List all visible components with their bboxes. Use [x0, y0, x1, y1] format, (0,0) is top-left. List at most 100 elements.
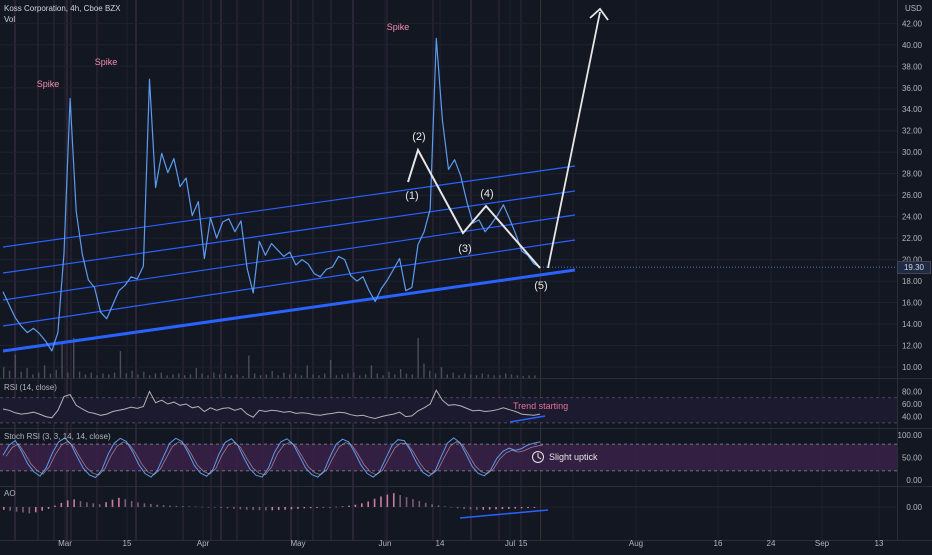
- channel-line: [2, 239, 576, 327]
- volume-bar: [84, 374, 87, 378]
- volume-label: Vol: [4, 15, 16, 24]
- ao-bar: [34, 507, 37, 513]
- ao-bar: [495, 507, 497, 510]
- session-stripe: [386, 0, 388, 540]
- channel-line: [2, 190, 576, 274]
- wave-label-1: (1): [405, 190, 418, 202]
- volume-bar: [61, 343, 63, 378]
- volume-bar: [32, 374, 34, 378]
- ao-bar: [233, 507, 235, 509]
- ao-bar: [501, 507, 504, 510]
- stoch-pane-title[interactable]: Stoch RSI (3, 3, 14, 14, close): [4, 432, 111, 441]
- wave-label-4: (4): [480, 188, 493, 200]
- volume-bar: [469, 374, 472, 378]
- price-axis-tick: 16.00: [902, 299, 923, 308]
- volume-bar: [3, 367, 5, 378]
- rsi-trendline: [509, 415, 546, 423]
- clock-hands-icon: [537, 453, 542, 460]
- session-stripe: [182, 0, 184, 540]
- ao-bar: [463, 507, 465, 510]
- projection-arrowhead: [589, 7, 609, 21]
- stoch-band-fill: [0, 444, 897, 471]
- ao-bar: [201, 506, 203, 508]
- session-stripe: [236, 0, 238, 540]
- wave-label-5: (5): [534, 280, 547, 292]
- ao-bar: [335, 506, 338, 508]
- volume-bar: [318, 375, 320, 378]
- volume-bar: [67, 372, 69, 378]
- session-stripe: [470, 0, 472, 540]
- session-stripe: [37, 0, 39, 540]
- price-axis-tick: 38.00: [902, 62, 923, 71]
- volume-bar: [189, 374, 192, 378]
- ao-bar: [476, 507, 478, 510]
- ao-bar: [245, 507, 248, 510]
- volume-bar: [534, 375, 536, 378]
- stoch-axis-tick: 100.00: [898, 431, 923, 440]
- channel-line: [2, 165, 576, 248]
- time-axis-tick: Sep: [815, 539, 830, 548]
- price-axis-tick: 30.00: [902, 148, 923, 157]
- ao-bar: [341, 506, 344, 507]
- ao-pane-title[interactable]: AO: [4, 489, 16, 498]
- volume-bar: [113, 372, 116, 378]
- volume-bar: [14, 354, 17, 378]
- volume-bar: [160, 372, 162, 378]
- volume-bar: [49, 373, 52, 378]
- ao-bar: [124, 499, 127, 507]
- volume-bar: [207, 375, 209, 378]
- price-axis-tick: 32.00: [902, 127, 923, 136]
- volume-bar: [399, 369, 402, 378]
- volume-bar: [265, 374, 268, 378]
- ao-bar: [309, 507, 312, 509]
- time-axis-tick: Aug: [629, 539, 643, 548]
- time-axis-tick: 15: [519, 539, 528, 548]
- ao-bar: [533, 507, 536, 508]
- volume-bar: [329, 360, 332, 378]
- ao-bar: [150, 504, 152, 507]
- ao-bar: [9, 507, 11, 511]
- volume-bar: [236, 374, 238, 378]
- ao-bar: [105, 502, 107, 507]
- stoch-d-line: [5, 441, 544, 476]
- ao-bar: [175, 505, 178, 507]
- ao-bar: [399, 495, 401, 507]
- session-stripe: [352, 0, 354, 540]
- price-axis-tick: 42.00: [902, 19, 923, 28]
- symbol-title[interactable]: Koss Corporation, 4h, Cboe BZX: [4, 4, 121, 13]
- channel-line: [2, 214, 576, 301]
- stoch-k-line: [2, 437, 541, 479]
- time-axis-tick: Apr: [197, 539, 210, 548]
- ao-bar: [412, 499, 414, 507]
- volume-bar: [26, 368, 28, 378]
- ao-bar: [380, 496, 382, 507]
- ao-bar: [213, 507, 216, 508]
- ao-bar: [220, 507, 222, 508]
- ao-bar: [169, 505, 171, 507]
- ao-bar: [271, 507, 274, 511]
- volume-bar: [475, 375, 478, 378]
- ao-bar: [130, 501, 133, 507]
- rsi-pane-title[interactable]: RSI (14, close): [4, 383, 57, 392]
- volume-bar: [253, 373, 256, 378]
- ao-bar: [456, 507, 459, 509]
- ao-bar: [527, 507, 529, 509]
- wave-label-2: (2): [412, 131, 425, 143]
- spike-label: Spike: [37, 79, 60, 89]
- ao-bar: [54, 505, 56, 507]
- session-stripe: [14, 0, 16, 540]
- ao-bar: [118, 497, 120, 507]
- elliott-wave-path: [407, 147, 541, 269]
- ao-bar: [265, 507, 267, 511]
- volume-bar: [516, 375, 519, 378]
- volume-bar: [248, 355, 250, 378]
- session-stripe: [262, 0, 264, 540]
- time-axis-tick: 13: [875, 539, 884, 548]
- volume-bar: [213, 372, 215, 378]
- ao-bar: [290, 507, 293, 510]
- volume-bar: [522, 376, 524, 378]
- wave-label-3: (3): [458, 243, 471, 255]
- spike-label: Spike: [387, 22, 410, 32]
